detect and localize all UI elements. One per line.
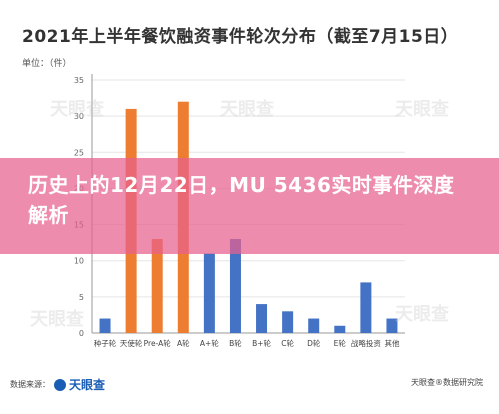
logo-text: 天眼查: [69, 376, 105, 393]
x-tick-label: 其他: [384, 338, 399, 348]
watermark: 天眼查: [50, 95, 104, 121]
watermark: 天眼查: [220, 95, 274, 121]
y-tick-label: 25: [74, 148, 84, 157]
logo-icon: [54, 379, 66, 391]
y-tick-label: 10: [74, 257, 84, 266]
x-tick-label: 战略投资: [351, 338, 381, 348]
bar: [334, 326, 345, 333]
x-tick-label: 种子轮: [94, 338, 117, 348]
bar: [256, 304, 267, 333]
x-tick-label: A轮: [177, 338, 190, 348]
watermark: 天眼查: [395, 300, 449, 326]
footer-credit: 天眼查®数据研究院: [411, 377, 483, 388]
bar: [308, 319, 319, 333]
x-tick-label: E轮: [334, 338, 347, 348]
banner-headline: 历史上的12月22日，MU 5436实时事件深度解析: [28, 170, 468, 230]
bar: [360, 282, 371, 333]
x-tick-label: B轮: [229, 338, 242, 348]
x-tick-label: 天使轮: [120, 338, 143, 348]
tianyancha-logo: 天眼查: [54, 376, 105, 393]
x-tick-label: D轮: [307, 338, 321, 348]
watermark: 天眼查: [395, 95, 449, 121]
y-tick-label: 35: [74, 76, 84, 85]
x-tick-label: Pre-A轮: [144, 338, 172, 348]
bar: [204, 253, 215, 333]
watermark: 天眼查: [30, 305, 84, 331]
footer-source-label: 数据来源：: [10, 379, 50, 390]
x-tick-label: A+轮: [200, 338, 219, 348]
footer-source: 数据来源： 天眼查: [10, 376, 105, 393]
y-tick-label: 5: [79, 293, 84, 302]
x-tick-label: B+轮: [252, 338, 271, 348]
x-tick-label: C轮: [281, 338, 294, 348]
bar: [282, 311, 293, 333]
bar: [100, 319, 111, 333]
